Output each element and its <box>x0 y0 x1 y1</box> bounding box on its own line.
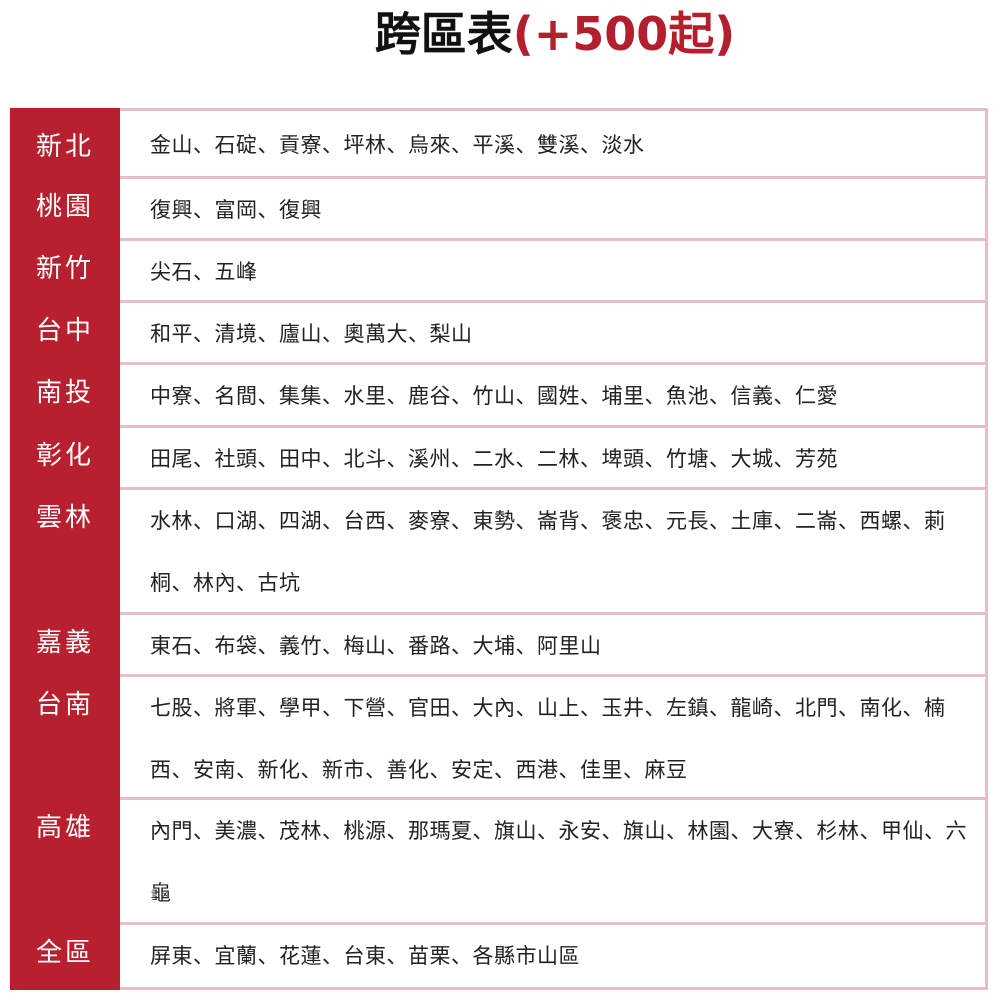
region-areas: 屏東、宜蘭、花蓮、台東、苗栗、各縣市山區 <box>150 944 580 968</box>
region-areas: 東石、布袋、義竹、梅山、番路、大埔、阿里山 <box>150 634 602 658</box>
region-table: 新北 金山、石碇、貢寮、坪林、烏來、平溪、雙溪、淡水 桃園 復興、富岡、復興 新… <box>10 108 988 990</box>
region-label: 新北 <box>35 132 94 162</box>
region-label: 新竹 <box>35 254 94 284</box>
table-row: 彰化 田尾、社頭、田中、北斗、溪州、二水、二林、埤頭、竹塘、大城、芳苑 <box>10 425 988 487</box>
table-row: 雲林 水林、口湖、四湖、台西、麥寮、東勢、崙背、褒忠、元長、土庫、二崙、西螺、莿… <box>10 487 988 612</box>
region-label: 桃園 <box>35 192 94 222</box>
region-label: 嘉義 <box>35 628 94 658</box>
region-areas: 水林、口湖、四湖、台西、麥寮、東勢、崙背、褒忠、元長、土庫、二崙、西螺、莿桐、林… <box>150 509 946 595</box>
region-label: 彰化 <box>35 441 94 471</box>
table-row: 嘉義 東石、布袋、義竹、梅山、番路、大埔、阿里山 <box>10 612 988 674</box>
title-main: 跨區表 <box>374 7 513 61</box>
table-row: 台南 七股、將軍、學甲、下營、官田、大內、山上、玉井、左鎮、龍崎、北門、南化、楠… <box>10 674 988 797</box>
region-areas: 田尾、社頭、田中、北斗、溪州、二水、二林、埤頭、竹塘、大城、芳苑 <box>150 447 838 471</box>
region-label: 台中 <box>35 316 94 346</box>
table-row: 全區 屏東、宜蘭、花蓮、台東、苗栗、各縣市山區 <box>10 922 988 990</box>
region-areas: 復興、富岡、復興 <box>150 198 322 222</box>
region-label: 南投 <box>35 378 94 408</box>
region-label: 全區 <box>35 938 94 968</box>
region-areas: 金山、石碇、貢寮、坪林、烏來、平溪、雙溪、淡水 <box>150 133 645 157</box>
region-areas: 中寮、名間、集集、水里、鹿谷、竹山、國姓、埔里、魚池、信義、仁愛 <box>150 384 838 408</box>
region-areas: 和平、清境、廬山、奧萬大、梨山 <box>150 322 473 346</box>
region-label: 台南 <box>35 690 94 720</box>
table-row: 桃園 復興、富岡、復興 <box>10 176 988 238</box>
region-areas: 內門、美濃、茂林、桃源、那瑪夏、旗山、永安、旗山、林園、大寮、杉林、甲仙、六龜 <box>150 819 967 905</box>
table-row: 台中 和平、清境、廬山、奧萬大、梨山 <box>10 300 988 362</box>
table-row: 南投 中寮、名間、集集、水里、鹿谷、竹山、國姓、埔里、魚池、信義、仁愛 <box>10 362 988 425</box>
table-row: 新北 金山、石碇、貢寮、坪林、烏來、平溪、雙溪、淡水 <box>10 108 988 176</box>
region-areas: 七股、將軍、學甲、下營、官田、大內、山上、玉井、左鎮、龍崎、北門、南化、楠西、安… <box>150 696 946 782</box>
page-title: 跨區表(+500起) <box>0 2 1000 66</box>
title-price-note: (+500起) <box>512 7 736 61</box>
region-label: 高雄 <box>35 813 94 843</box>
table-row: 高雄 內門、美濃、茂林、桃源、那瑪夏、旗山、永安、旗山、林園、大寮、杉林、甲仙、… <box>10 797 988 922</box>
table-row: 新竹 尖石、五峰 <box>10 238 988 300</box>
region-label: 雲林 <box>35 503 94 533</box>
region-areas: 尖石、五峰 <box>150 260 258 284</box>
